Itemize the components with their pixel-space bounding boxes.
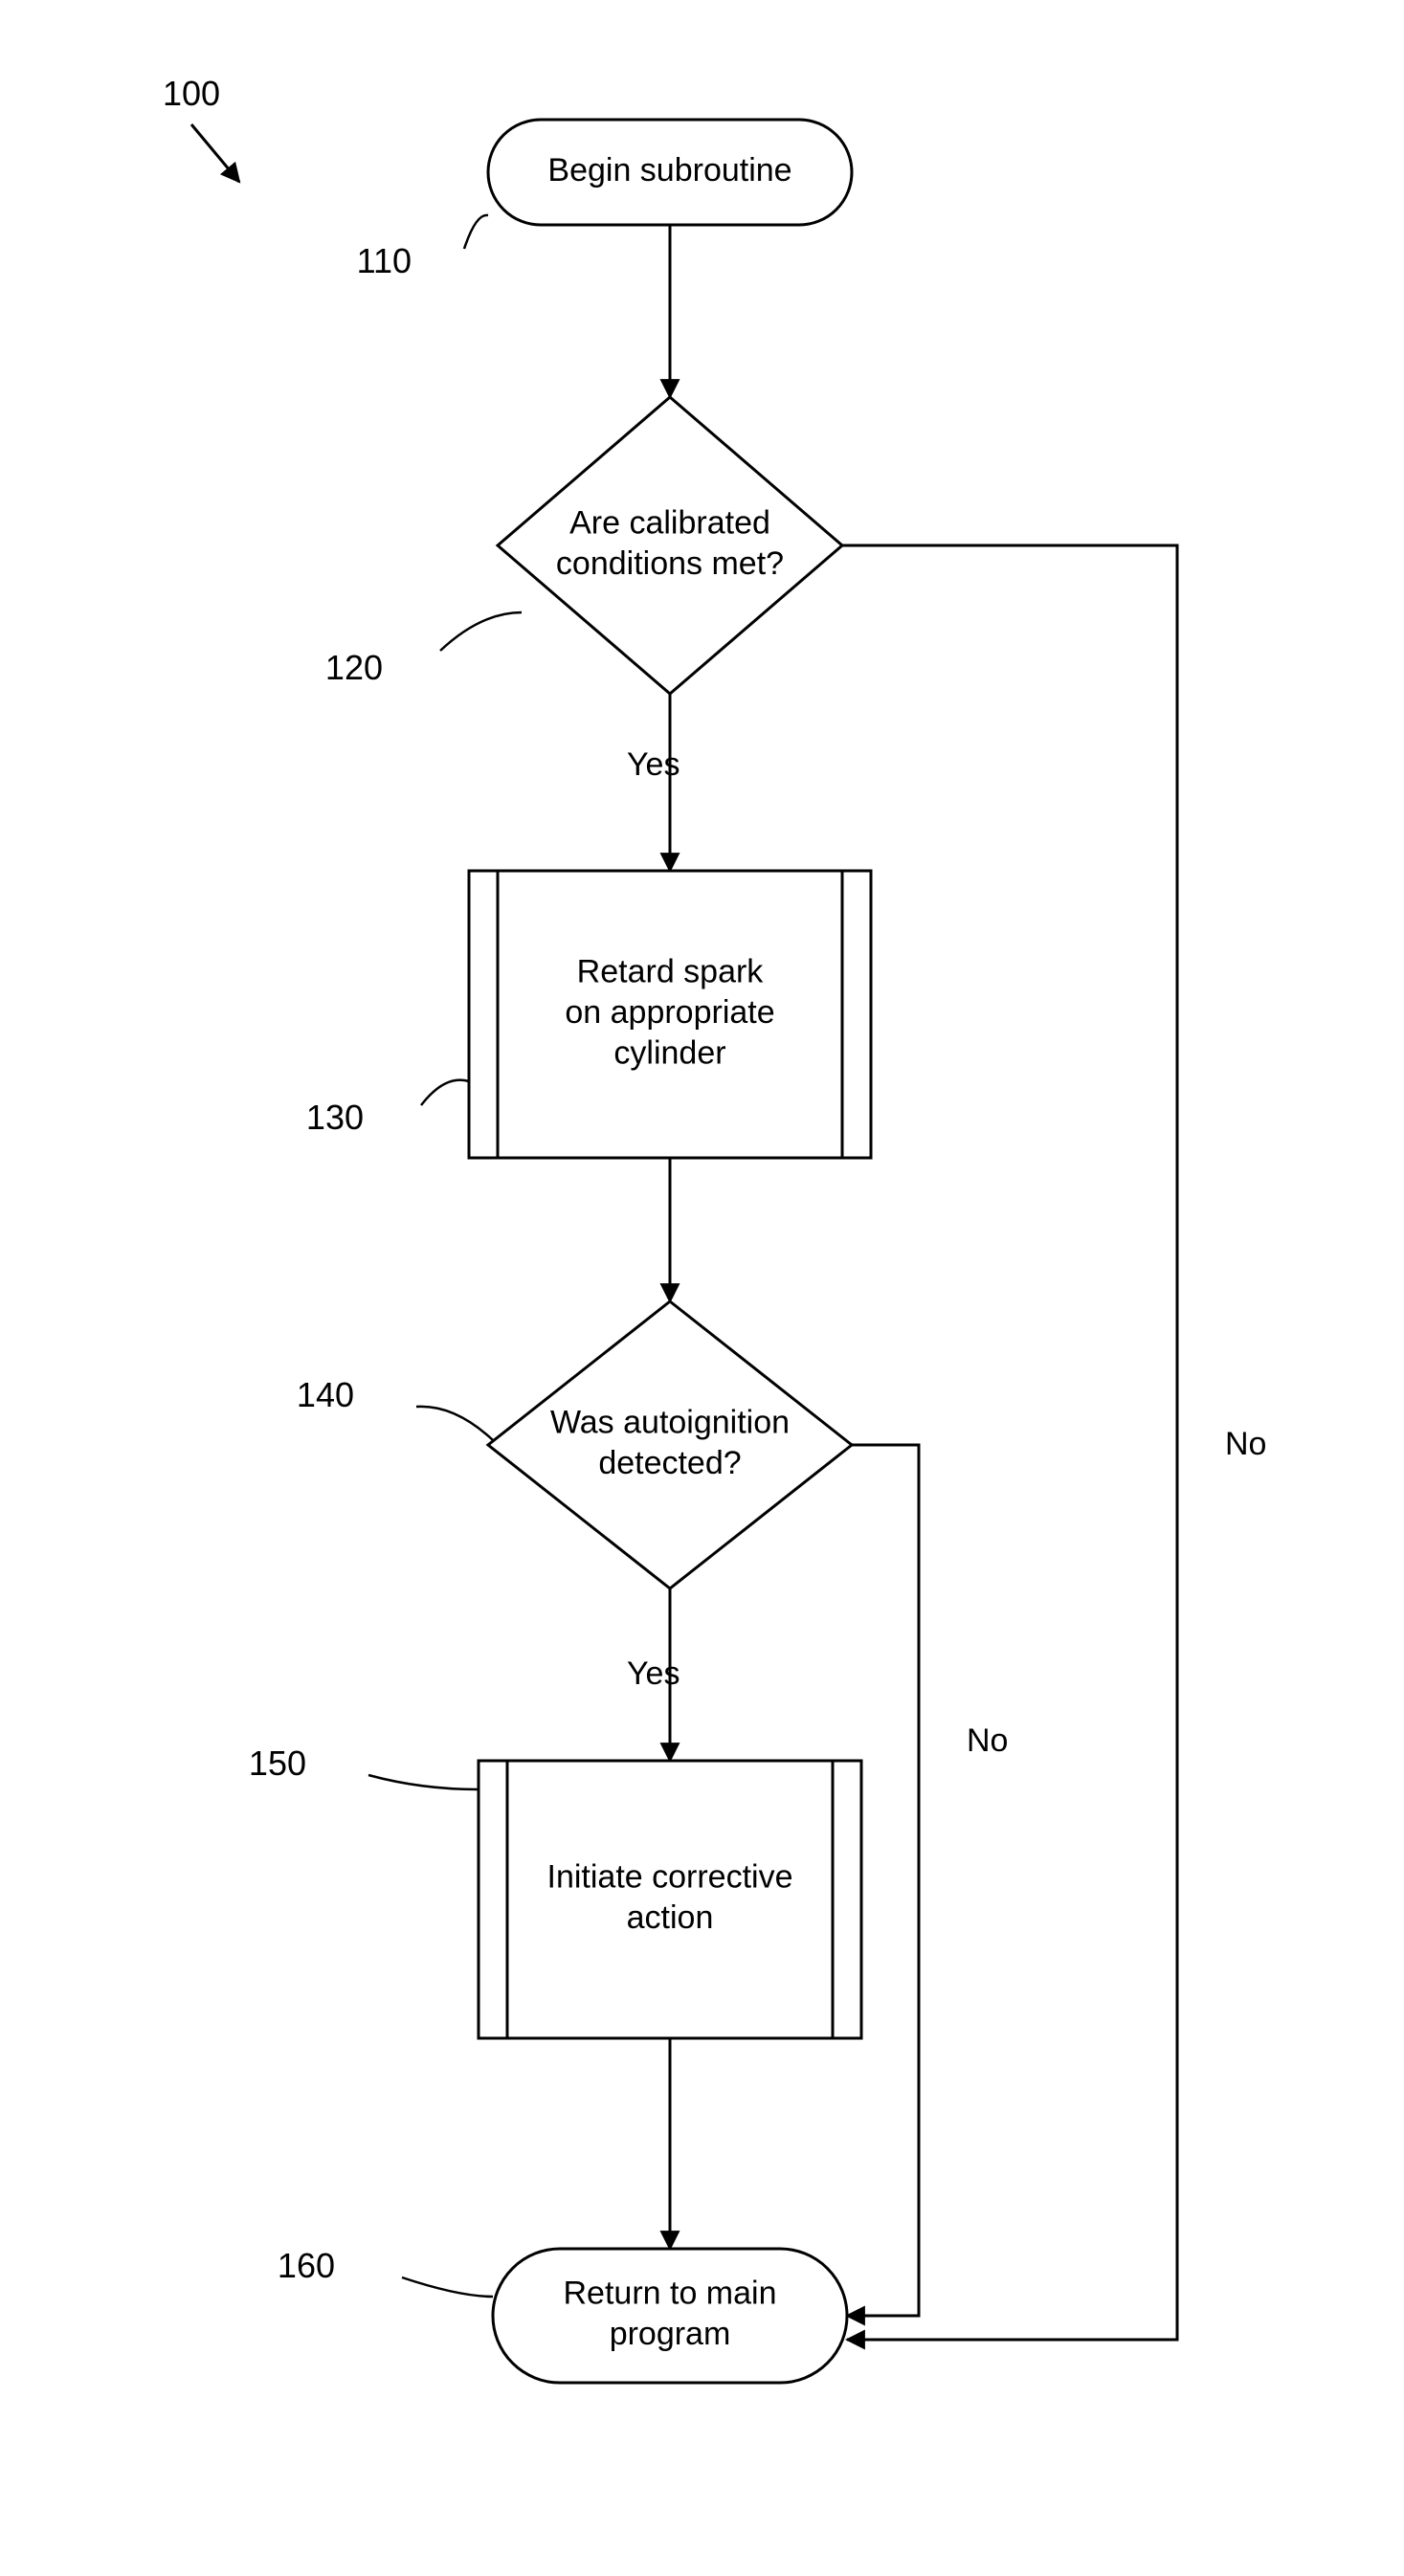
reference-label: 130 <box>306 1098 364 1137</box>
node-text: Was autoignition <box>550 1405 790 1441</box>
node-text: detected? <box>598 1445 741 1481</box>
reference-label: 160 <box>278 2246 335 2285</box>
node-text: program <box>610 2316 731 2352</box>
node-text: conditions met? <box>556 545 784 582</box>
reference-label: 140 <box>297 1375 354 1414</box>
reference-label: 110 <box>357 241 412 280</box>
node-text: Retard spark <box>577 953 765 989</box>
node-text: cylinder <box>613 1034 725 1071</box>
edge-label: Yes <box>627 1655 680 1692</box>
node-text: Initiate corrective <box>547 1859 793 1896</box>
node-text: on appropriate <box>565 994 774 1031</box>
node-text: Return to main <box>564 2276 777 2312</box>
node-text: action <box>627 1899 714 1936</box>
figure-ref-label: 100 <box>163 74 220 113</box>
edge-label: No <box>1225 1426 1266 1462</box>
reference-label: 150 <box>249 1743 306 1783</box>
edge-label: Yes <box>627 746 680 783</box>
flowchart-figure: Yes Yes No No Begin subroutine 110 Are calibra… <box>0 0 1404 2576</box>
node-text: Are calibrated <box>569 505 770 542</box>
edge-label: No <box>967 1722 1008 1759</box>
node-text: Begin subroutine <box>547 152 791 189</box>
reference-label: 120 <box>325 648 383 687</box>
